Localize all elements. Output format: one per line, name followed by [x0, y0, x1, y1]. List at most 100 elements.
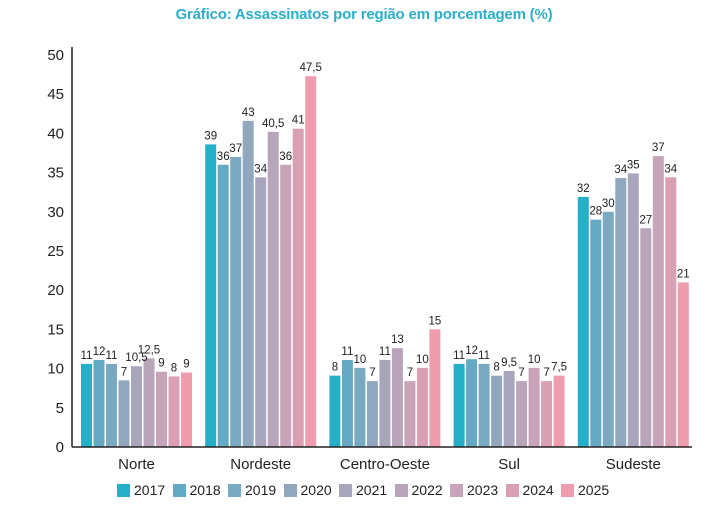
data-label: 39	[204, 130, 217, 142]
data-label: 7,5	[551, 362, 567, 374]
bar-sudeste-2019	[602, 211, 614, 447]
data-label: 35	[627, 159, 640, 171]
bar-nordeste-2024	[292, 128, 304, 448]
bar-nordeste-2025	[305, 76, 317, 447]
data-label: 40,5	[262, 118, 284, 130]
bar-nordeste-2018	[217, 164, 229, 447]
y-tick-label: 35	[47, 165, 64, 182]
bar-sudeste-2018	[590, 219, 602, 447]
data-label: 37	[652, 142, 665, 154]
legend-label: 2019	[245, 482, 277, 498]
bar-norte-2023	[156, 371, 167, 447]
x-axis-category-labels: Norte Nordeste Centro-Oeste Sul Sudeste	[118, 456, 661, 473]
bar-norte-2025	[181, 372, 192, 447]
legend-swatch	[339, 483, 352, 497]
bar-centro-oeste-2023	[404, 381, 416, 447]
legend-item-2017: 2017	[117, 482, 173, 498]
data-label: 21	[677, 268, 690, 280]
data-label: 7	[369, 367, 375, 379]
bar-norte-2021	[131, 366, 142, 447]
bar-sudeste-2022	[640, 228, 652, 447]
legend-swatch	[394, 483, 408, 497]
data-label: 41	[292, 115, 305, 127]
data-label: 30	[602, 198, 615, 210]
bars-group	[81, 76, 689, 448]
y-tick-label: 50	[47, 47, 64, 64]
bar-centro-oeste-2024	[416, 367, 428, 447]
data-label: 28	[589, 206, 602, 218]
bar-sudeste-2017	[577, 196, 589, 447]
bar-centro-oeste-2018	[341, 359, 353, 447]
legend-label: 2018	[189, 482, 221, 498]
y-tick-label: 40	[47, 125, 64, 142]
bar-sul-2024	[541, 381, 553, 447]
legend-item-2019: 2019	[228, 482, 284, 498]
data-label: 36	[217, 151, 230, 163]
legend-label: 2023	[467, 482, 499, 498]
bar-norte-2017	[81, 363, 92, 447]
legend-label: 2020	[300, 482, 332, 498]
bar-norte-2019	[106, 363, 117, 447]
y-tick-label: 45	[47, 86, 64, 103]
bar-sudeste-2025	[677, 282, 689, 447]
data-label: 27	[639, 214, 652, 226]
y-tick-label: 25	[47, 243, 64, 260]
bar-nordeste-2022	[267, 131, 279, 447]
legend-label: 2024	[522, 482, 554, 498]
chart-title: Gráfico: Assassinatos por região em porc…	[175, 6, 553, 23]
data-label: 34	[614, 164, 627, 176]
bar-centro-oeste-2025	[429, 329, 441, 447]
y-tick-label: 30	[47, 204, 64, 221]
y-axis-ticks: 0 5 10 15 20 25 30 35 40 45 50	[47, 47, 64, 456]
bar-centro-oeste-2017	[329, 375, 341, 447]
legend-label: 2017	[134, 482, 166, 498]
legend-swatch	[172, 483, 186, 497]
data-label: 7	[121, 366, 127, 378]
legend-swatch	[505, 483, 519, 497]
y-tick-label: 20	[47, 282, 64, 299]
data-label: 43	[242, 107, 255, 119]
data-label: 11	[478, 350, 490, 362]
bar-nordeste-2021	[255, 177, 267, 447]
legend-item-2022: 2022	[394, 482, 451, 498]
data-label: 10,5	[125, 352, 147, 364]
bar-nordeste-2019	[230, 156, 242, 448]
data-label: 11	[81, 350, 93, 362]
legend-item-2024: 2024	[505, 482, 562, 498]
bar-sul-2020	[491, 375, 503, 447]
data-label: 8	[493, 362, 499, 374]
data-label: 13	[391, 334, 404, 346]
data-label: 9,5	[501, 357, 517, 369]
bar-norte-2022	[143, 358, 155, 447]
bar-centro-oeste-2021	[379, 359, 391, 447]
bar-nordeste-2023	[280, 164, 292, 447]
bar-sudeste-2023	[652, 156, 664, 448]
bar-sul-2017	[453, 363, 465, 447]
data-label: 9	[183, 359, 189, 371]
bar-centro-oeste-2020	[366, 381, 378, 447]
bar-norte-2020	[118, 380, 130, 447]
bar-centro-oeste-2019	[354, 367, 366, 447]
data-label: 10	[416, 354, 429, 366]
data-label: 15	[429, 315, 442, 327]
bar-centro-oeste-2022	[391, 348, 403, 447]
data-label: 10	[354, 354, 367, 366]
data-label: 11	[341, 346, 353, 358]
legend-swatch	[117, 483, 130, 497]
y-tick-label: 5	[56, 400, 64, 417]
data-label: 37	[229, 143, 242, 155]
legend-label: 2022	[411, 482, 443, 498]
bar-sul-2022	[516, 381, 528, 447]
data-label: 47,5	[300, 62, 322, 74]
legend-label: 2021	[356, 482, 388, 498]
legend-item-2020: 2020	[283, 482, 340, 498]
category-label: Centro-Oeste	[340, 456, 430, 473]
bar-norte-2024	[168, 376, 180, 447]
data-label: 7	[543, 367, 549, 379]
bar-sul-2025	[553, 375, 565, 447]
legend: 2017 2018 2019 2020 2021 2022 2023 2024 2025	[117, 482, 617, 498]
legend-label: 2025	[578, 482, 610, 498]
bar-sul-2021	[503, 370, 515, 447]
